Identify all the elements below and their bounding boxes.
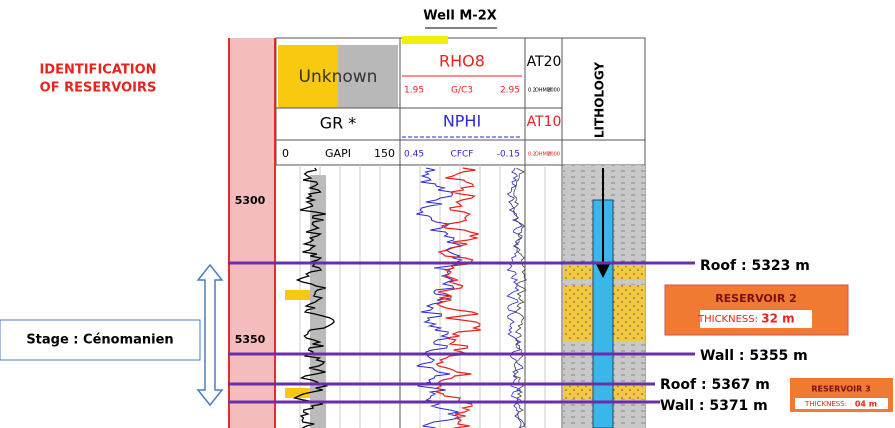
legend-fill (338, 45, 398, 108)
stage: Stage : Cénomanien (26, 333, 173, 348)
depth-label: 5350 (235, 333, 266, 346)
rho-curve (435, 167, 481, 428)
gr-sand (285, 388, 310, 398)
scale: 2000 (547, 88, 560, 94)
scale: 0.45 (404, 150, 424, 160)
marker-label: Wall : 5355 m (700, 348, 808, 364)
marker-label: Roof : 5367 m (660, 377, 770, 393)
heading: IDENTIFICATION (39, 63, 156, 78)
reservoir-name: RESERVOIR 3 (811, 385, 870, 394)
marker-bar (402, 36, 448, 44)
track-name: AT20 (527, 54, 562, 70)
scale: OHMM (535, 88, 551, 94)
gr-sand (285, 290, 310, 300)
legend: Unknown (299, 67, 378, 87)
scale: G/C3 (451, 86, 473, 96)
reservoir-name: RESERVOIR 2 (715, 292, 797, 305)
scale: GAPI (325, 147, 351, 160)
scale: 2.95 (500, 86, 520, 96)
marker-label: Roof : 5323 m (700, 258, 810, 274)
thickness-label: THICKNESS: (804, 400, 847, 408)
thickness: 32 m (761, 312, 794, 326)
scale: 0.2 (528, 88, 536, 94)
track-name: RHO8 (439, 52, 485, 71)
track-name: GR * (320, 114, 357, 133)
at-curve (512, 167, 528, 428)
scale: 2000 (547, 152, 560, 158)
thickness-label: THICKNESS: (697, 314, 758, 325)
scale: -0.15 (497, 150, 520, 160)
depth-track (228, 38, 276, 428)
track-name: LITHOLOGY (593, 62, 607, 139)
heading: OF RESERVOIRS (40, 81, 157, 96)
title: Well M-2X (423, 9, 497, 24)
depth-label: 5300 (235, 194, 266, 207)
track-name: NPHI (443, 112, 481, 131)
thickness-box (700, 310, 812, 328)
scale: 0.2 (528, 152, 536, 158)
scale: CFCF (451, 150, 474, 160)
stage-box (0, 319, 201, 361)
track-name: AT10 (527, 114, 562, 130)
double-arrow (196, 263, 224, 407)
scale: 150 (374, 147, 395, 160)
scale: OHMM (535, 152, 551, 158)
scale: 0 (282, 147, 289, 160)
legend-fill (278, 45, 338, 108)
thickness: 04 m (855, 400, 877, 409)
scale: 1.95 (404, 86, 424, 96)
marker-label: Wall : 5371 m (660, 398, 768, 414)
thickness-box (795, 398, 888, 409)
